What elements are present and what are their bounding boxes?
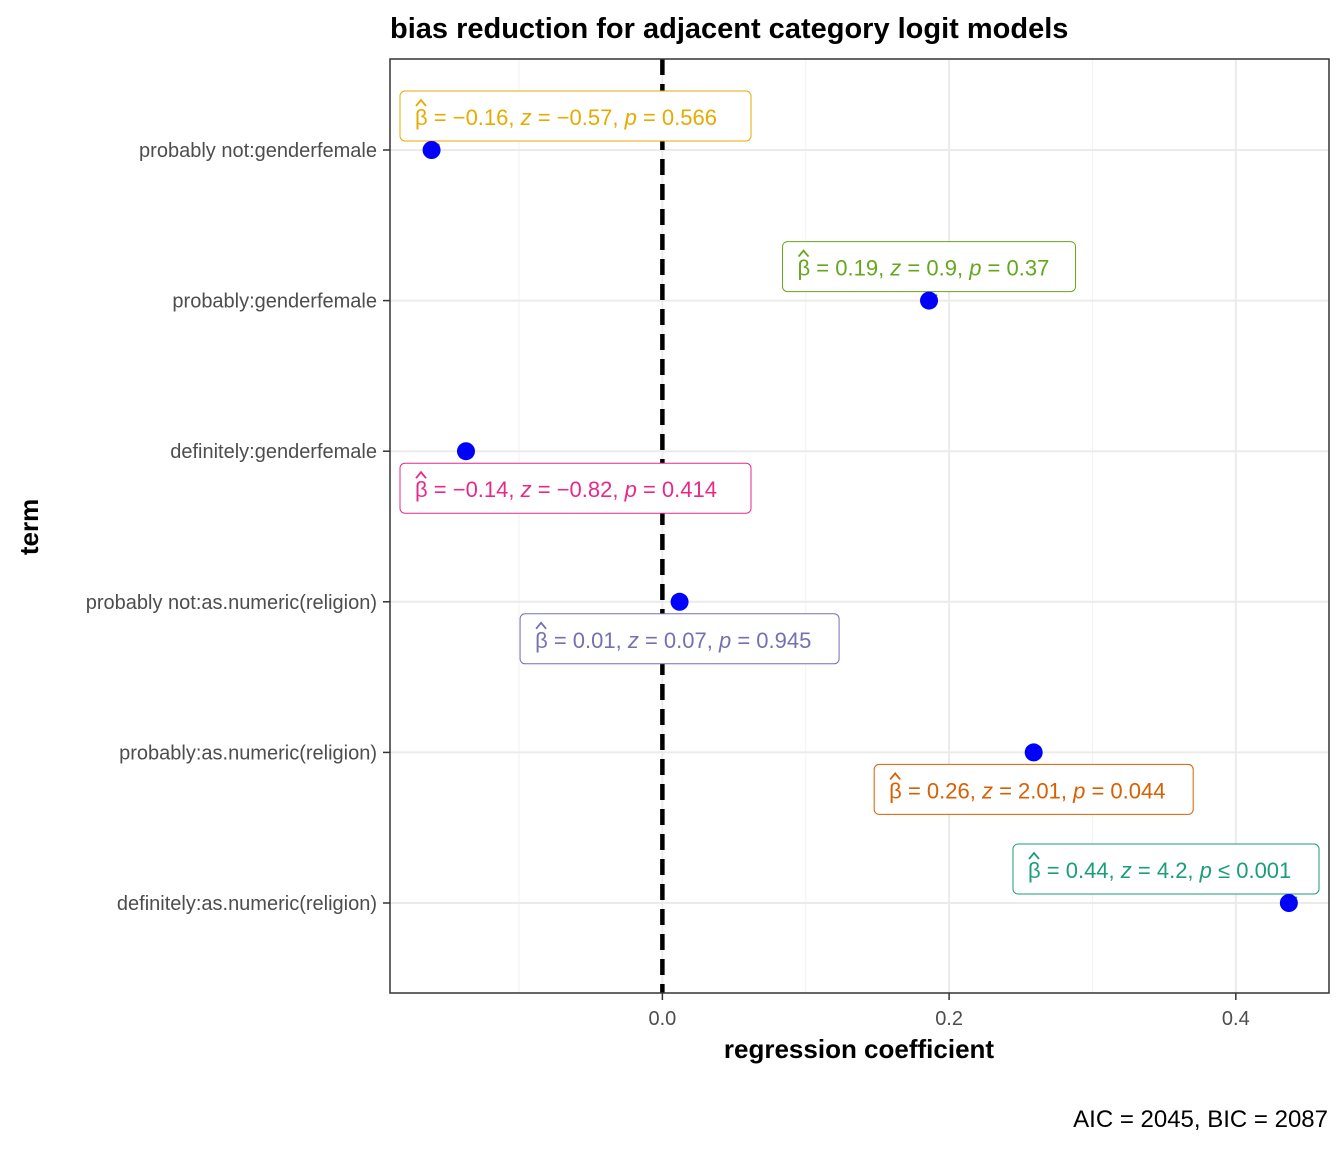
estimate-label-text: β = 0.44, z = 4.2, p ≤ 0.001 <box>1028 858 1291 883</box>
y-tick-label: probably:genderfemale <box>172 291 377 313</box>
estimate-label-box <box>399 462 752 514</box>
panel-background <box>390 59 1329 993</box>
y-tick-label: probably not:as.numeric(religion) <box>86 592 377 614</box>
y-tick-label: probably not:genderfemale <box>139 140 377 162</box>
estimate-label-text: β = 0.19, z = 0.9, p = 0.37 <box>798 256 1050 281</box>
estimate-point <box>670 592 689 611</box>
beta-hat-icon <box>415 98 427 107</box>
x-axis-title: regression coefficient <box>724 1034 995 1064</box>
estimate-label-text: β = 0.26, z = 2.01, p = 0.044 <box>889 778 1165 803</box>
beta-hat-icon <box>797 249 810 258</box>
estimate-label-box <box>873 763 1194 815</box>
estimate-point <box>422 141 441 159</box>
beta-hat-icon <box>535 621 547 630</box>
y-tick-label: definitely:genderfemale <box>170 441 377 463</box>
y-tick-label: definitely:as.numeric(religion) <box>117 893 377 915</box>
plot-panel: β = −0.16, z = −0.57, p = 0.566 β = 0.19,… <box>389 58 1330 994</box>
x-tick-label: 0.0 <box>648 1008 676 1030</box>
model-fit-caption: AIC = 2045, BIC = 2087 <box>1073 1106 1328 1133</box>
beta-hat-icon <box>415 470 427 479</box>
estimate-point <box>1279 894 1298 912</box>
estimate-point <box>1024 743 1043 762</box>
y-axis-title: term <box>14 499 44 555</box>
estimate-point <box>920 291 939 310</box>
y-tick-label: probably:as.numeric(religion) <box>119 742 377 764</box>
beta-hat-icon <box>1028 851 1040 860</box>
estimate-label-box <box>1012 843 1320 895</box>
estimate-label-text: β = 0.01, z = 0.07, p = 0.945 <box>535 628 811 653</box>
estimate-label-text: β = −0.16, z = −0.57, p = 0.566 <box>415 105 717 130</box>
estimate-label-box <box>519 613 840 665</box>
chart-title: bias reduction for adjacent category log… <box>390 13 1068 45</box>
x-tick-label: 0.2 <box>935 1008 963 1030</box>
estimate-label-box <box>399 90 752 142</box>
beta-hat-icon <box>889 771 901 780</box>
panel-border <box>389 58 1330 994</box>
x-tick-label: 0.4 <box>1222 1008 1250 1030</box>
estimate-label-text: β = −0.14, z = −0.82, p = 0.414 <box>415 477 717 502</box>
estimate-point <box>456 442 475 461</box>
